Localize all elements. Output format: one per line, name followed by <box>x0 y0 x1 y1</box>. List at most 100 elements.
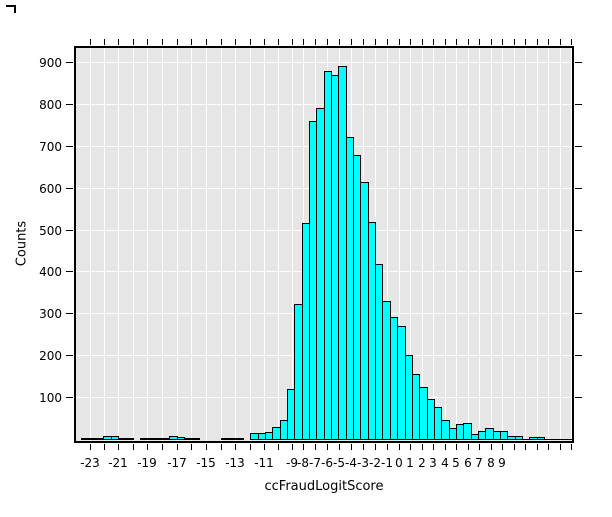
x-tick-label: -5 <box>333 456 345 470</box>
x-gridline <box>445 46 446 443</box>
x-tick-bottom <box>375 444 376 450</box>
x-gridline <box>410 46 411 443</box>
x-tick-bottom <box>250 444 251 450</box>
x-tick-label: -3 <box>357 456 369 470</box>
x-gridline <box>502 46 503 443</box>
x-tick-top <box>525 39 526 45</box>
x-tick-top <box>571 39 572 45</box>
x-tick-top <box>375 39 376 45</box>
x-tick-bottom <box>221 444 222 450</box>
y-tick-right <box>575 62 582 63</box>
y-tick-left <box>66 230 73 231</box>
x-tick-bottom <box>560 444 561 450</box>
y-tick-left <box>66 355 73 356</box>
x-tick-top <box>351 39 352 45</box>
x-tick-label: -7 <box>309 456 321 470</box>
x-tick-label: 2 <box>418 456 426 470</box>
x-gridline <box>292 46 293 443</box>
x-gridline <box>399 46 400 443</box>
y-tick-right <box>575 188 582 189</box>
y-gridline <box>74 62 574 63</box>
x-tick-top <box>445 39 446 45</box>
x-gridline <box>548 46 549 443</box>
x-gridline <box>177 46 178 443</box>
x-tick-top <box>264 39 265 45</box>
x-gridline <box>118 46 119 443</box>
x-tick-top <box>315 39 316 45</box>
x-tick-bottom <box>502 444 503 450</box>
x-tick-label: -6 <box>321 456 333 470</box>
x-tick-bottom <box>147 444 148 450</box>
x-tick-bottom <box>525 444 526 450</box>
x-tick-top <box>250 39 251 45</box>
x-tick-bottom <box>548 444 549 450</box>
histogram-bar <box>235 438 244 440</box>
x-gridline <box>571 46 572 443</box>
x-tick-label: 4 <box>441 456 449 470</box>
x-tick-top <box>292 39 293 45</box>
y-tick-left <box>66 313 73 314</box>
x-tick-bottom <box>422 444 423 450</box>
y-tick-label: 500 <box>39 223 62 238</box>
x-tick-top <box>90 39 91 45</box>
y-tick-left <box>66 397 73 398</box>
x-tick-label: -8 <box>297 456 309 470</box>
x-tick-label: -23 <box>80 456 100 470</box>
x-tick-label: -15 <box>196 456 216 470</box>
x-tick-bottom <box>445 444 446 450</box>
x-tick-label: 1 <box>406 456 414 470</box>
x-tick-bottom <box>315 444 316 450</box>
y-tick-label: 800 <box>39 97 62 112</box>
x-tick-bottom <box>387 444 388 450</box>
x-tick-top <box>560 39 561 45</box>
x-tick-label: -9 <box>286 456 298 470</box>
x-tick-top <box>422 39 423 45</box>
histogram-baseline <box>250 439 574 440</box>
x-tick-top <box>221 39 222 45</box>
x-tick-label: -21 <box>108 456 128 470</box>
x-tick-bottom <box>433 444 434 450</box>
x-tick-bottom <box>191 444 192 450</box>
x-gridline <box>479 46 480 443</box>
x-tick-top <box>456 39 457 45</box>
y-axis-title: Counts <box>14 220 30 266</box>
x-tick-bottom <box>104 444 105 450</box>
y-tick-left <box>66 188 73 189</box>
x-tick-bottom <box>118 444 119 450</box>
plot-border <box>74 46 574 443</box>
x-tick-bottom <box>292 444 293 450</box>
x-gridline <box>422 46 423 443</box>
x-tick-bottom <box>537 444 538 450</box>
x-tick-bottom <box>327 444 328 450</box>
x-gridline <box>235 46 236 443</box>
x-tick-top <box>491 39 492 45</box>
y-tick-right <box>575 271 582 272</box>
x-tick-bottom <box>571 444 572 450</box>
x-tick-top <box>162 39 163 45</box>
x-tick-label: 9 <box>498 456 506 470</box>
x-gridline <box>250 46 251 443</box>
x-gridline <box>221 46 222 443</box>
y-tick-label: 200 <box>39 348 62 363</box>
y-tick-right <box>575 230 582 231</box>
y-tick-right <box>575 313 582 314</box>
x-tick-label: -13 <box>225 456 245 470</box>
x-tick-top <box>410 39 411 45</box>
x-tick-bottom <box>303 444 304 450</box>
x-tick-label: 0 <box>395 456 403 470</box>
x-tick-bottom <box>264 444 265 450</box>
x-tick-top <box>548 39 549 45</box>
x-tick-bottom <box>410 444 411 450</box>
x-tick-top <box>363 39 364 45</box>
y-tick-right <box>575 104 582 105</box>
x-tick-top <box>177 39 178 45</box>
x-tick-top <box>339 39 340 45</box>
x-gridline <box>491 46 492 443</box>
x-tick-label: -11 <box>254 456 274 470</box>
x-tick-top <box>399 39 400 45</box>
x-tick-label: -1 <box>381 456 393 470</box>
x-tick-label: 7 <box>475 456 483 470</box>
x-gridline <box>206 46 207 443</box>
x-gridline <box>264 46 265 443</box>
